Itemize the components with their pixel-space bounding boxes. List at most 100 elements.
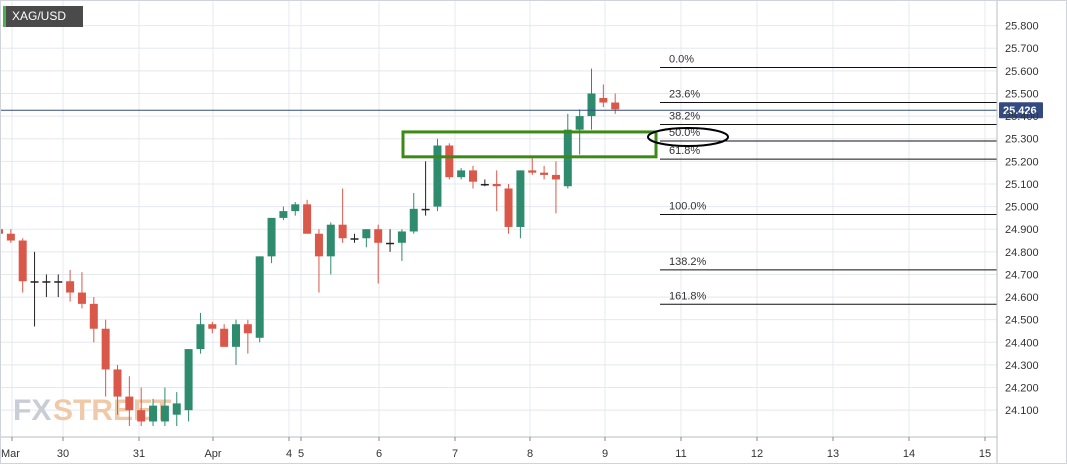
- y-tick-label: 25.100: [1005, 179, 1039, 191]
- candle-body[interactable]: [149, 405, 158, 422]
- fxstreet-watermark: FX STREET: [13, 394, 171, 427]
- candle-body[interactable]: [362, 229, 371, 239]
- candle-body[interactable]: [137, 410, 146, 422]
- x-tick-label: 11: [675, 448, 686, 460]
- candle-body[interactable]: [599, 98, 608, 103]
- candle-body[interactable]: [291, 204, 300, 212]
- x-tick-label: 6: [376, 448, 382, 460]
- highlight-zone: [401, 126, 729, 159]
- x-tick-label: 9: [602, 448, 608, 460]
- candle-body[interactable]: [0, 229, 3, 234]
- candle-body[interactable]: [42, 281, 51, 283]
- symbol-label[interactable]: XAG/USD: [3, 6, 83, 27]
- candle-body[interactable]: [469, 170, 477, 182]
- fib-label: 0.0%: [669, 53, 694, 65]
- x-tick-label: 31: [133, 448, 145, 460]
- y-tick-label: 24.900: [1005, 224, 1039, 236]
- x-tick-label: 8: [527, 448, 533, 460]
- candle-body[interactable]: [66, 281, 75, 293]
- grid: [0, 0, 997, 437]
- fibonacci-levels: 0.0% 23.6% 38.2% 50.0% 61.8% 100.0% 138.2% 161.…: [660, 53, 997, 305]
- candle-body[interactable]: [409, 208, 418, 232]
- y-tick-label: 25.700: [1005, 43, 1039, 55]
- candle-body[interactable]: [314, 233, 323, 257]
- price-tag: [999, 102, 1043, 119]
- x-tick-label: 13: [827, 448, 839, 460]
- candle-body[interactable]: [397, 231, 406, 243]
- candle-body[interactable]: [125, 396, 134, 411]
- candle-body[interactable]: [528, 170, 537, 173]
- candle-body[interactable]: [433, 145, 442, 207]
- candle-body[interactable]: [54, 281, 63, 283]
- x-tick-label: 5: [298, 448, 304, 460]
- candle-body[interactable]: [350, 238, 359, 240]
- candle-body[interactable]: [480, 183, 489, 186]
- candle-body[interactable]: [386, 242, 395, 245]
- candle-body[interactable]: [196, 324, 205, 350]
- candle-body[interactable]: [611, 102, 620, 110]
- candle-body[interactable]: [492, 183, 501, 187]
- candle-body[interactable]: [184, 349, 193, 411]
- fib-label: 50.0%: [669, 127, 700, 139]
- candle-body[interactable]: [160, 405, 169, 422]
- candle-body[interactable]: [516, 170, 525, 227]
- candle-body[interactable]: [30, 281, 39, 283]
- fib-50-ellipse: [647, 126, 729, 147]
- y-tick-label: 24.700: [1005, 269, 1039, 281]
- candle-body[interactable]: [172, 403, 181, 415]
- candle-body[interactable]: [421, 208, 430, 211]
- y-tick-label: 25.300: [1005, 134, 1039, 146]
- candle-body[interactable]: [101, 328, 110, 370]
- candle-body[interactable]: [77, 292, 86, 304]
- candle-body[interactable]: [303, 204, 312, 234]
- y-tick-label: 25.600: [1005, 66, 1039, 78]
- candle-body[interactable]: [232, 324, 240, 347]
- candle-body[interactable]: [326, 224, 335, 257]
- candle-body[interactable]: [6, 233, 15, 241]
- fib-label: 61.8%: [669, 145, 700, 157]
- candle-body[interactable]: [18, 240, 27, 282]
- candle-body[interactable]: [575, 116, 584, 130]
- x-tick-label: 12: [751, 448, 763, 460]
- candle-body[interactable]: [374, 229, 383, 243]
- x-tick-label: 7: [452, 448, 458, 460]
- x-tick-label: Apr: [204, 448, 221, 460]
- candle-body[interactable]: [504, 188, 513, 227]
- fib-label: 100.0%: [669, 201, 707, 213]
- y-tick-label: 25.200: [1005, 156, 1039, 168]
- candle-body[interactable]: [279, 211, 288, 218]
- y-tick-label: 24.400: [1005, 337, 1039, 349]
- candle-body[interactable]: [255, 256, 264, 338]
- candle-body[interactable]: [267, 217, 276, 257]
- candle-body[interactable]: [208, 324, 217, 329]
- candle-body[interactable]: [220, 328, 229, 347]
- price-tag-value: 25.426: [1003, 105, 1037, 117]
- y-tick-label: 24.500: [1005, 315, 1039, 327]
- x-tick-label: 4: [286, 448, 292, 460]
- y-tick-label: 25.800: [1005, 21, 1039, 33]
- candle-body[interactable]: [338, 224, 347, 239]
- candle-body[interactable]: [445, 145, 454, 178]
- y-tick-label: 24.600: [1005, 292, 1039, 304]
- watermark-fx: FX: [13, 394, 51, 427]
- y-tick-label: 25.400: [1005, 111, 1039, 123]
- candle-body[interactable]: [113, 369, 122, 397]
- candle-body[interactable]: [243, 324, 252, 334]
- y-tick-label: 24.100: [1005, 405, 1039, 417]
- candle-body[interactable]: [551, 174, 560, 180]
- fib-label: 23.6%: [669, 89, 700, 101]
- x-tick-label: 15: [979, 448, 991, 460]
- y-tick-label: 24.200: [1005, 383, 1039, 395]
- candle-body[interactable]: [540, 172, 549, 175]
- candle-body[interactable]: [587, 93, 596, 117]
- candle-body[interactable]: [457, 170, 466, 178]
- y-tick-label: 25.000: [1005, 202, 1039, 214]
- current-price: 25.426: [0, 102, 1043, 119]
- fib-label: 38.2%: [669, 110, 700, 122]
- candle-body[interactable]: [89, 303, 98, 329]
- x-tick-label: Mar: [1, 448, 20, 460]
- y-tick-label: 24.800: [1005, 247, 1039, 259]
